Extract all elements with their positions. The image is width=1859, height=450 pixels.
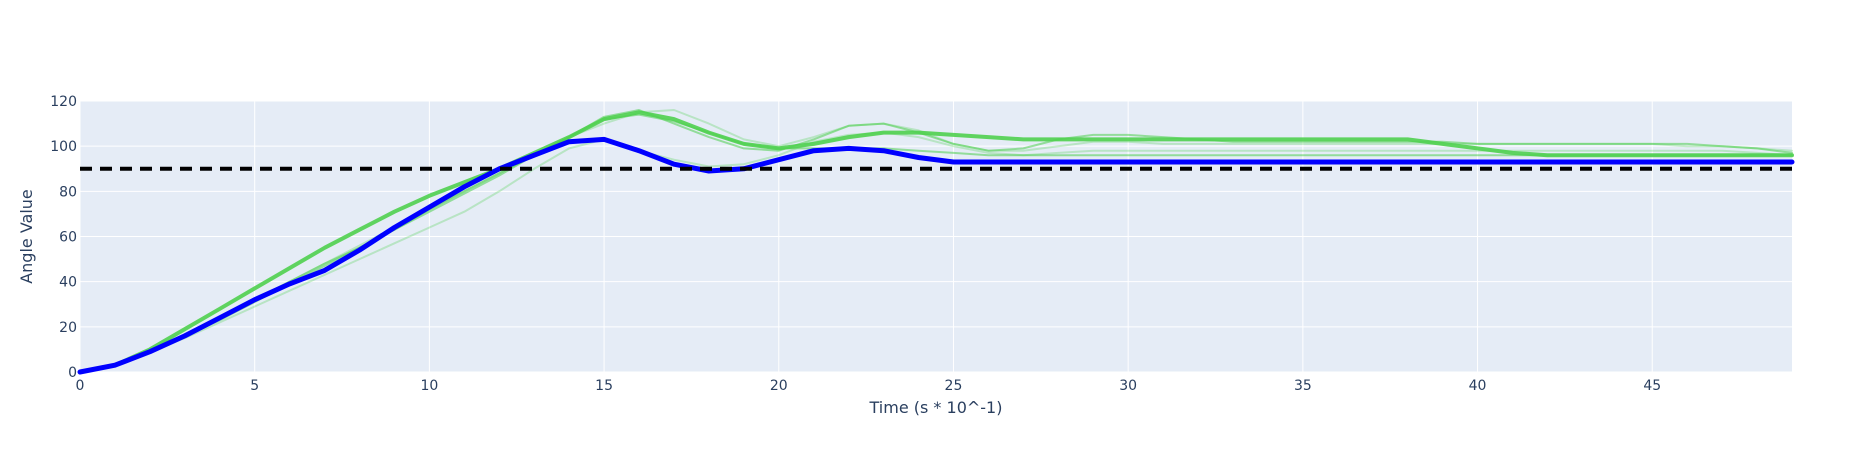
x-tick-label: 35 bbox=[1294, 378, 1312, 394]
series-line-5 bbox=[78, 110, 1794, 374]
x-tick-label: 25 bbox=[945, 378, 963, 394]
y-tick-label: 100 bbox=[50, 139, 77, 155]
y-tick-label: 20 bbox=[59, 320, 77, 336]
x-tick-labels: 0 5 10 15 20 25 30 35 40 45 bbox=[76, 378, 1662, 394]
y-tick-label: 60 bbox=[59, 230, 77, 246]
y-axis-title: Angle Value bbox=[17, 189, 36, 284]
x-tick-label: 15 bbox=[595, 378, 613, 394]
x-axis-title: Time (s * 10^-1) bbox=[869, 398, 1003, 417]
series-group bbox=[77, 109, 1795, 375]
x-tick-label: 45 bbox=[1643, 378, 1661, 394]
y-tick-label: 120 bbox=[50, 94, 77, 110]
x-tick-label: 30 bbox=[1119, 378, 1137, 394]
grid-lines bbox=[79, 100, 1792, 373]
series-line-6 bbox=[77, 136, 1795, 375]
y-tick-labels: 0 20 40 60 80 100 120 bbox=[50, 94, 77, 381]
x-tick-label: 20 bbox=[770, 378, 788, 394]
y-tick-label: 0 bbox=[68, 365, 77, 381]
y-tick-label: 80 bbox=[59, 184, 77, 200]
x-tick-label: 10 bbox=[420, 378, 438, 394]
x-tick-label: 5 bbox=[250, 378, 259, 394]
x-tick-label: 40 bbox=[1469, 378, 1487, 394]
y-tick-label: 40 bbox=[59, 275, 77, 291]
x-tick-label: 0 bbox=[76, 378, 85, 394]
